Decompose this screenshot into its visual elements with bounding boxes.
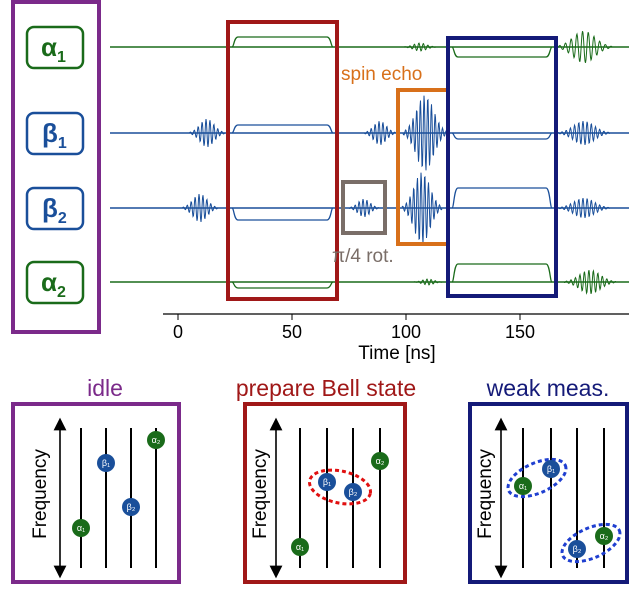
b2-packet-echo bbox=[401, 172, 443, 244]
b1-packet-start bbox=[188, 119, 226, 147]
b2-bell-pulse bbox=[231, 207, 334, 221]
panel-weak-frame bbox=[468, 402, 629, 584]
tick-label-100: 100 bbox=[391, 322, 421, 342]
b1-packet-echo bbox=[402, 95, 448, 171]
panel-weak-levels bbox=[522, 428, 605, 568]
panel-title-bell: prepare Bell state bbox=[236, 375, 416, 401]
panel-bell-freq-label: Frequency bbox=[250, 449, 271, 539]
panel-bell-levels bbox=[299, 428, 381, 568]
panel-weak-freq-label: Frequency bbox=[475, 449, 496, 539]
a2-bell-pulse bbox=[231, 281, 334, 289]
b1-packet-readout bbox=[557, 121, 611, 145]
panel-title-idle: idle bbox=[87, 375, 123, 401]
prepare-bell-box bbox=[226, 20, 339, 301]
panel-idle-freq-label: Frequency bbox=[30, 449, 51, 539]
rotation-box bbox=[341, 180, 387, 235]
svg-text:α₂: α₂ bbox=[376, 456, 385, 466]
a2-weak-pulse bbox=[451, 263, 553, 283]
qubit-box-b1 bbox=[25, 111, 85, 156]
panel-bell-frame bbox=[243, 402, 407, 584]
b1-bell-pulse bbox=[231, 124, 334, 134]
a1-packet-readout bbox=[555, 31, 613, 63]
time-axis-ticks bbox=[177, 314, 521, 320]
a1-packet-echo bbox=[403, 42, 437, 52]
panel-weak-qubits: α₁ β₁ β₂ α₂ bbox=[514, 460, 613, 558]
svg-text:α₂: α₂ bbox=[152, 435, 161, 445]
b1-weak-pulse bbox=[451, 132, 553, 140]
panel-weak-ellipse-bottom bbox=[560, 522, 622, 564]
svg-text:α₁: α₁ bbox=[77, 523, 85, 533]
a2-packet-echo bbox=[413, 278, 443, 286]
panel-title-weak: weak meas. bbox=[486, 375, 610, 401]
svg-text:β₂: β₂ bbox=[573, 544, 582, 554]
tick-label-0: 0 bbox=[173, 322, 183, 342]
panel-idle-levels bbox=[80, 428, 157, 568]
panel-weak-ellipse-top bbox=[506, 457, 568, 499]
b2-packet-start bbox=[181, 194, 219, 222]
qubit-label-column-frame bbox=[11, 0, 101, 334]
b2-packet-readout bbox=[557, 197, 611, 219]
b2-weak-pulse bbox=[451, 187, 553, 209]
panel-bell-qubits: α₁ β₁ β₂ α₂ bbox=[291, 452, 389, 556]
svg-text:α₁: α₁ bbox=[296, 542, 304, 552]
spin-echo-label: spin echo bbox=[341, 64, 422, 85]
panel-bell-entangle-ellipse bbox=[307, 468, 373, 506]
a1-bell-pulse bbox=[231, 36, 334, 48]
b2-packet-rot bbox=[348, 199, 380, 217]
a2-packet-readout bbox=[564, 269, 616, 295]
svg-text:β₂: β₂ bbox=[349, 487, 358, 497]
qubit-box-a2 bbox=[25, 260, 85, 305]
time-axis-label: Time [ns] bbox=[358, 343, 435, 364]
rotation-label: π/4 rot. bbox=[332, 246, 394, 267]
qubit-label-b1: β1 bbox=[42, 118, 67, 152]
svg-text:β₁: β₁ bbox=[102, 458, 110, 468]
panel-idle-frame bbox=[11, 402, 181, 584]
qubit-label-a1: α1 bbox=[41, 32, 66, 66]
qubit-label-a2: α2 bbox=[41, 267, 66, 301]
panel-idle-qubits: α₁ β₁ β₂ α₂ bbox=[72, 431, 165, 537]
b1-packet-rot bbox=[363, 121, 397, 145]
svg-text:β₁: β₁ bbox=[323, 477, 331, 487]
weak-meas-box bbox=[446, 36, 558, 298]
svg-text:α₂: α₂ bbox=[600, 531, 609, 541]
svg-text:β₁: β₁ bbox=[547, 464, 555, 474]
waveforms bbox=[110, 31, 629, 295]
a1-weak-pulse bbox=[451, 46, 553, 58]
qubit-label-b2: β2 bbox=[42, 193, 67, 227]
svg-text:β₂: β₂ bbox=[127, 502, 136, 512]
tick-label-50: 50 bbox=[282, 322, 302, 342]
tick-label-150: 150 bbox=[505, 322, 535, 342]
qubit-box-b2 bbox=[25, 186, 85, 231]
svg-text:α₁: α₁ bbox=[519, 481, 527, 491]
qubit-box-a1 bbox=[25, 25, 85, 70]
